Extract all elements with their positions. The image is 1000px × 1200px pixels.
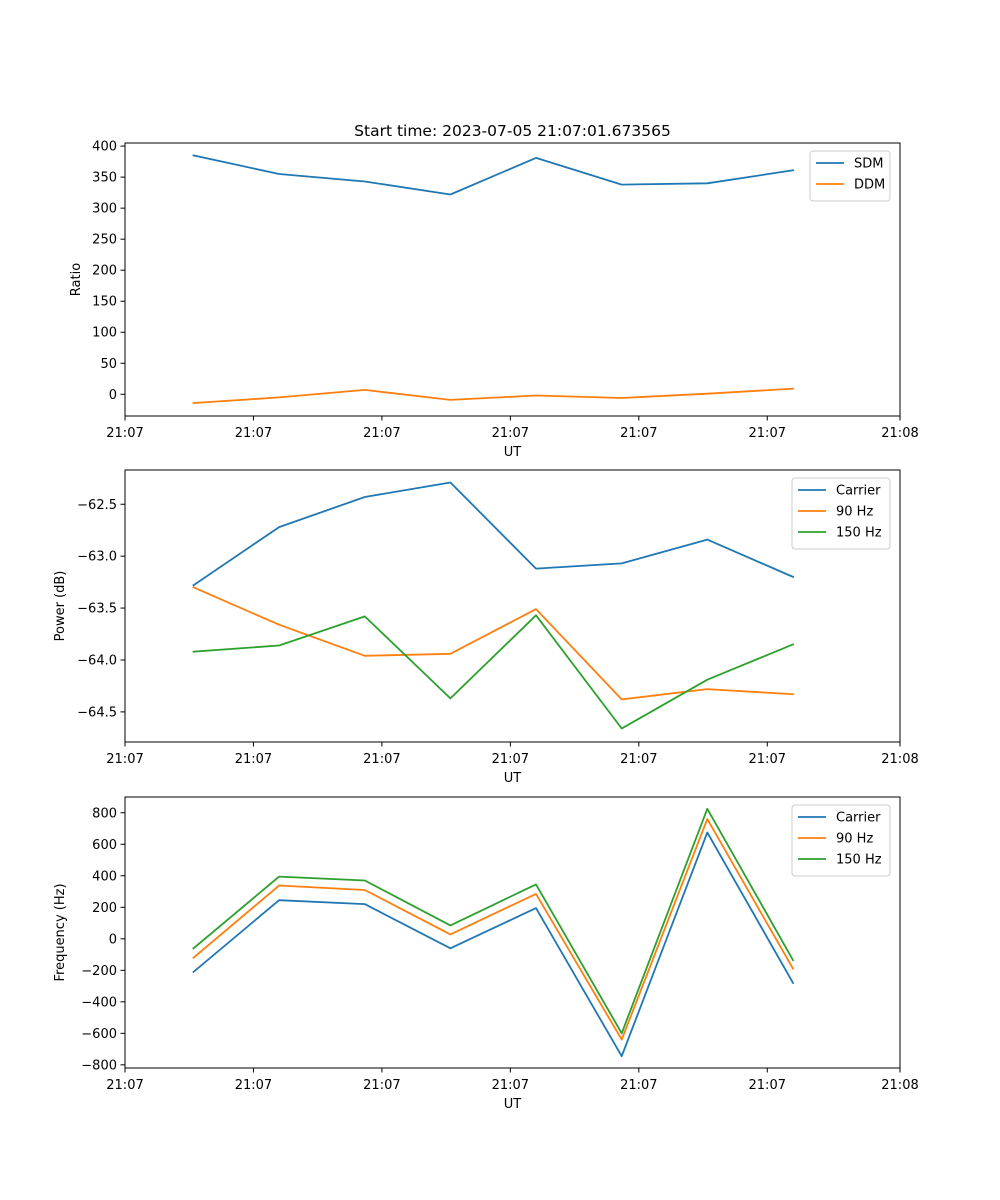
series-line-ddm xyxy=(192,387,794,404)
x-tick-label: 21:07 xyxy=(620,426,657,441)
x-tick-label: 21:07 xyxy=(749,426,786,441)
x-axis-label: UT xyxy=(504,1097,522,1112)
axes-frame xyxy=(124,796,901,1069)
x-axis-label: UT xyxy=(504,771,522,786)
y-tick-label: 0 xyxy=(109,388,117,403)
y-tick-label: −63.5 xyxy=(77,602,117,617)
legend-label: DDM xyxy=(854,178,885,193)
y-tick-label: 800 xyxy=(92,806,117,821)
y-axis-label: Ratio xyxy=(69,263,84,296)
axes-frame xyxy=(124,142,901,417)
legend: Carrier 90 Hz 150 Hz xyxy=(791,477,891,550)
series-line-90-hz xyxy=(192,586,794,701)
y-tick-label: −64.5 xyxy=(77,705,117,720)
x-tick-label: 21:07 xyxy=(106,426,143,441)
legend-label: 90 Hz xyxy=(836,505,873,520)
subplot-1: 21:07 21:07 21:07 21:07 21:07 21:07 21:08 UT 0 50… xyxy=(69,140,919,460)
y-tick-label: 350 xyxy=(92,171,117,186)
y-tick-label: 200 xyxy=(92,901,117,916)
axes-frame xyxy=(124,469,901,743)
legend-label: 90 Hz xyxy=(836,832,873,847)
x-tick-label: 21:07 xyxy=(492,1078,529,1093)
series-line-carrier xyxy=(192,481,795,587)
legend: SDM DDM xyxy=(809,150,891,202)
x-axis-label: UT xyxy=(504,445,522,460)
figure-title: Start time: 2023-07-05 21:07:01.673565 xyxy=(354,122,671,140)
series-line-sdm xyxy=(192,154,795,196)
y-tick-label: 150 xyxy=(92,295,117,310)
y-tick-label: 400 xyxy=(92,869,117,884)
legend-label: Carrier xyxy=(836,484,881,499)
subplot-2: 21:07 21:07 21:07 21:07 21:07 21:07 21:08 UT −62… xyxy=(53,469,919,786)
x-tick-label: 21:07 xyxy=(749,752,786,767)
x-tick-label: 21:07 xyxy=(235,1078,272,1093)
y-axis-label: Power (dB) xyxy=(53,571,68,642)
x-tick-label: 21:07 xyxy=(620,752,657,767)
y-tick-label: −64.0 xyxy=(77,653,117,668)
y-tick-label: 250 xyxy=(92,233,117,248)
x-tick-label: 21:08 xyxy=(881,426,918,441)
y-tick-label: −600 xyxy=(81,1027,117,1042)
legend-label: 150 Hz xyxy=(836,853,882,868)
x-tick-label: 21:07 xyxy=(363,752,400,767)
legend-label: Carrier xyxy=(836,811,881,826)
y-tick-label: 300 xyxy=(92,202,117,217)
y-tick-label: −400 xyxy=(81,995,117,1010)
x-tick-label: 21:07 xyxy=(106,1078,143,1093)
y-tick-label: 600 xyxy=(92,838,117,853)
legend-label: SDM xyxy=(854,157,883,172)
y-tick-label: −200 xyxy=(81,964,117,979)
y-tick-label: −63.0 xyxy=(77,550,117,565)
x-tick-label: 21:07 xyxy=(749,1078,786,1093)
x-tick-label: 21:07 xyxy=(363,1078,400,1093)
legend-label: 150 Hz xyxy=(836,526,882,541)
y-tick-label: −62.5 xyxy=(77,498,117,513)
y-tick-label: 100 xyxy=(92,326,117,341)
y-tick-label: 200 xyxy=(92,264,117,279)
y-tick-label: −800 xyxy=(81,1058,117,1073)
y-tick-label: 50 xyxy=(100,357,117,372)
x-tick-label: 21:07 xyxy=(106,752,143,767)
x-tick-label: 21:07 xyxy=(492,426,529,441)
legend: Carrier 90 Hz 150 Hz xyxy=(791,804,891,877)
x-tick-label: 21:07 xyxy=(620,1078,657,1093)
series-line-150-hz xyxy=(192,614,795,730)
series-line-carrier xyxy=(192,831,795,1058)
y-tick-label: 0 xyxy=(109,932,117,947)
x-tick-label: 21:07 xyxy=(492,752,529,767)
x-tick-label: 21:07 xyxy=(235,426,272,441)
series-line-90-hz xyxy=(192,818,795,1041)
x-tick-label: 21:08 xyxy=(881,752,918,767)
series-line-150-hz xyxy=(192,807,795,1035)
x-tick-label: 21:08 xyxy=(881,1078,918,1093)
subplot-3: 21:07 21:07 21:07 21:07 21:07 21:07 21:08 UT 800… xyxy=(53,796,919,1112)
y-axis-label: Frequency (Hz) xyxy=(53,883,68,981)
y-tick-label: 400 xyxy=(92,140,117,155)
x-tick-label: 21:07 xyxy=(363,426,400,441)
x-tick-label: 21:07 xyxy=(235,752,272,767)
